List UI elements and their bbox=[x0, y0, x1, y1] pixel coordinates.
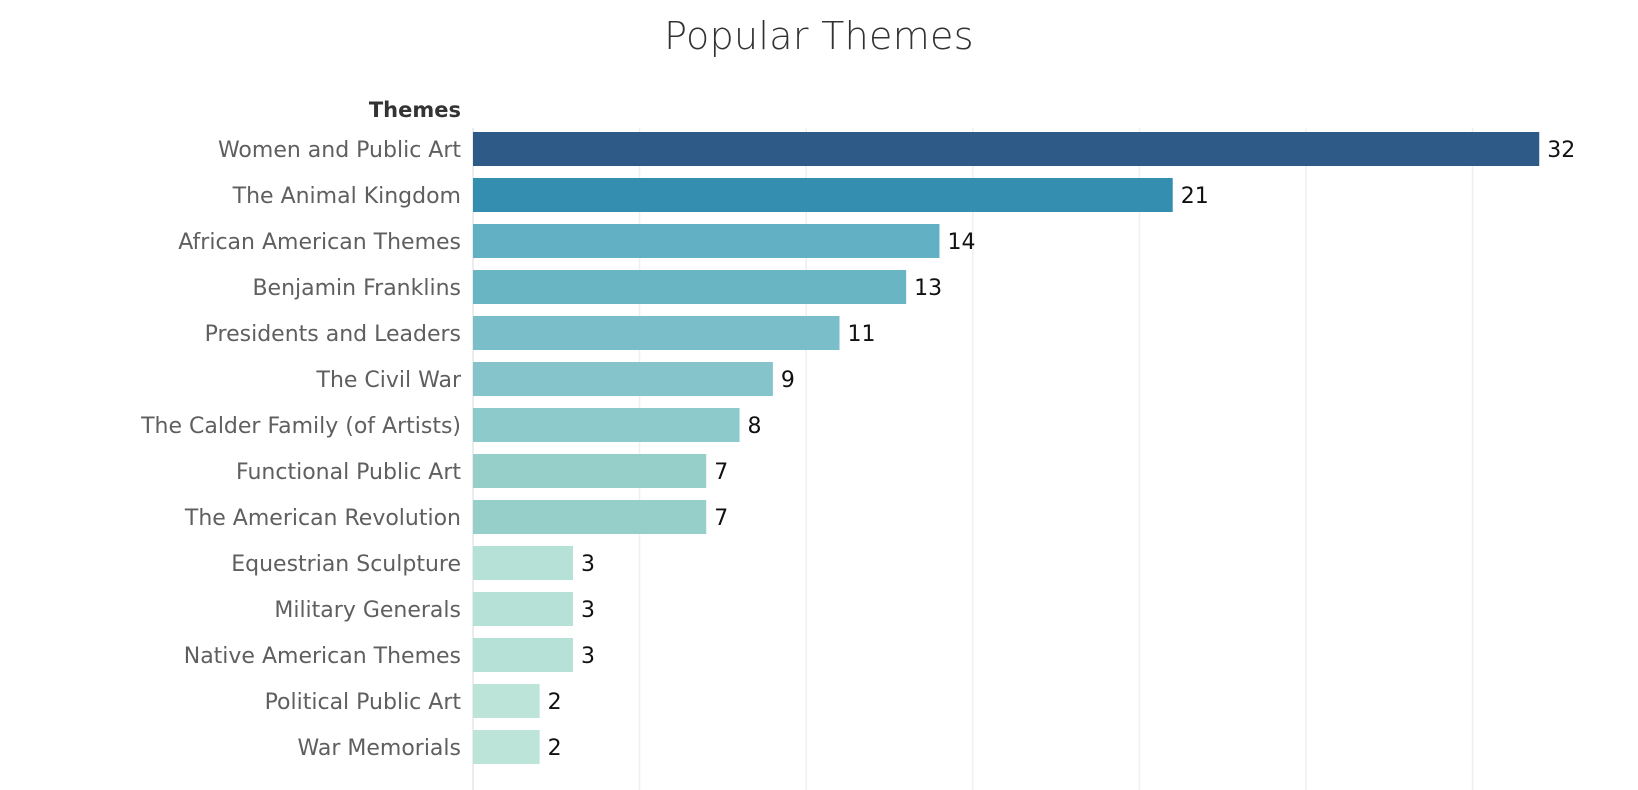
bar[interactable] bbox=[473, 592, 573, 626]
category-label: The American Revolution bbox=[184, 506, 461, 531]
value-label: 14 bbox=[947, 230, 975, 255]
row-axis-header: Themes bbox=[369, 98, 461, 122]
value-label: 7 bbox=[714, 460, 728, 485]
bars bbox=[473, 132, 1540, 764]
value-label: 3 bbox=[581, 598, 595, 623]
category-label: The Civil War bbox=[316, 368, 462, 393]
bar[interactable] bbox=[473, 270, 907, 304]
bar[interactable] bbox=[473, 546, 573, 580]
bar[interactable] bbox=[473, 638, 573, 672]
bar[interactable] bbox=[473, 224, 940, 258]
value-label: 11 bbox=[848, 322, 876, 347]
bar[interactable] bbox=[473, 408, 740, 442]
value-label: 21 bbox=[1181, 184, 1209, 209]
category-label: The Calder Family (of Artists) bbox=[140, 414, 461, 439]
value-label: 3 bbox=[581, 552, 595, 577]
category-label: Functional Public Art bbox=[236, 460, 461, 485]
value-label: 7 bbox=[714, 506, 728, 531]
bar[interactable] bbox=[473, 362, 773, 396]
category-label: Native American Themes bbox=[184, 644, 461, 669]
value-label: 13 bbox=[914, 276, 942, 301]
category-label: Benjamin Franklins bbox=[252, 276, 461, 301]
bar[interactable] bbox=[473, 132, 1540, 166]
value-label: 2 bbox=[548, 690, 562, 715]
value-label: 8 bbox=[748, 414, 762, 439]
bar[interactable] bbox=[473, 500, 707, 534]
value-label: 2 bbox=[548, 736, 562, 761]
value-label: 32 bbox=[1547, 138, 1575, 163]
bar[interactable] bbox=[473, 178, 1173, 212]
bar[interactable] bbox=[473, 316, 840, 350]
category-label: The Animal Kingdom bbox=[232, 184, 461, 209]
value-label: 3 bbox=[581, 644, 595, 669]
category-label: Presidents and Leaders bbox=[205, 322, 461, 347]
category-labels: Women and Public Art The Animal Kingdom Af… bbox=[140, 138, 462, 761]
bar[interactable] bbox=[473, 454, 707, 488]
category-label: Military Generals bbox=[274, 598, 461, 623]
chart-title: Popular Themes bbox=[664, 14, 974, 58]
value-label: 9 bbox=[781, 368, 795, 393]
category-label: Women and Public Art bbox=[218, 138, 461, 163]
bar[interactable] bbox=[473, 730, 540, 764]
category-label: Equestrian Sculpture bbox=[231, 552, 461, 577]
category-label: War Memorials bbox=[298, 736, 462, 761]
category-label: Political Public Art bbox=[265, 690, 462, 715]
bar[interactable] bbox=[473, 684, 540, 718]
category-label: African American Themes bbox=[178, 230, 461, 255]
